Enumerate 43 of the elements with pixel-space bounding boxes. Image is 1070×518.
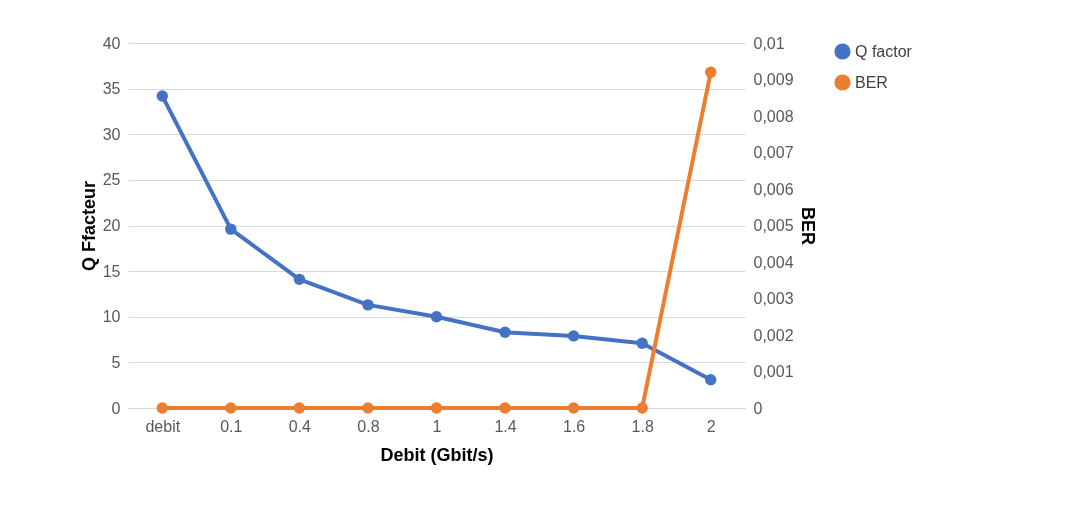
y-tick-label: 0 (111, 399, 121, 417)
y-tick-label: 20 (102, 217, 121, 234)
point (293, 273, 306, 286)
y2-tick-label: 0,003 (753, 290, 794, 307)
y2-tick-label: 0,005 (753, 217, 794, 234)
point (705, 374, 717, 386)
x-tick-label: 1.8 (631, 417, 654, 435)
legend-label: Q factor (855, 42, 913, 60)
y-axis-title: Q Ffacteur (78, 180, 99, 272)
y2-tick-label: 0,008 (753, 107, 794, 125)
x-tick-label: 1.6 (562, 417, 586, 435)
y2-tick-label: 0,004 (753, 253, 794, 271)
y2-axis-title: BER (797, 206, 818, 246)
point (225, 223, 237, 235)
y-tick-label: 40 (102, 34, 121, 52)
y-tick-label: 30 (102, 125, 121, 143)
y2-tick-label: 0,002 (753, 326, 794, 344)
point (430, 311, 443, 323)
y2-tick-label: 0,007 (753, 144, 794, 161)
point (499, 326, 511, 338)
x-tick-label: debit (145, 417, 181, 435)
point (636, 337, 648, 349)
y-tick-label: 25 (102, 171, 121, 189)
x-tick-label: 1 (432, 417, 442, 435)
y2-tick-label: 0,01 (753, 34, 785, 52)
y-tick-label: 5 (111, 353, 121, 371)
y-tick-label: 35 (102, 80, 121, 98)
point (362, 299, 374, 311)
legend-label: BER (855, 73, 888, 91)
x-axis-title: Debit (Gbit/s) (380, 444, 494, 465)
point (567, 330, 580, 342)
y2-tick-label: 0,009 (753, 71, 794, 88)
y-tick-label: 10 (102, 308, 121, 326)
x-tick-label: 2 (706, 417, 716, 435)
y-tick-label: 15 (102, 262, 121, 280)
x-tick-label: 0.1 (220, 417, 243, 435)
point (156, 90, 168, 102)
x-tick-label: 0.8 (357, 417, 380, 435)
x-tick-label: 1.4 (494, 417, 517, 435)
y2-tick-label: 0,001 (753, 363, 794, 380)
y2-tick-label: 0 (753, 399, 763, 417)
y2-tick-label: 0,006 (753, 180, 794, 198)
x-tick-label: 0.4 (288, 417, 312, 435)
